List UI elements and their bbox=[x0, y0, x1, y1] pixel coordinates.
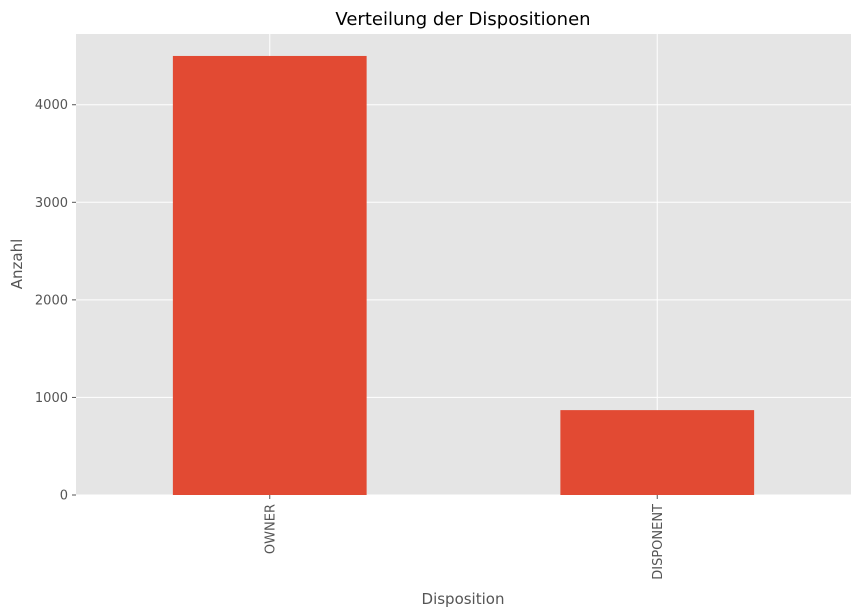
x-tick-label: OWNER bbox=[263, 504, 278, 554]
bar-disponent bbox=[560, 410, 755, 495]
y-tick-label: 3000 bbox=[35, 196, 68, 211]
bar-owner bbox=[172, 55, 367, 495]
y-tick-label: 0 bbox=[60, 489, 68, 504]
x-axis-ticks: OWNER DISPONENT bbox=[263, 495, 666, 580]
y-axis-ticks: 0 1000 2000 3000 4000 bbox=[35, 98, 76, 504]
y-axis-label: Anzahl bbox=[8, 239, 26, 290]
chart-title: Verteilung der Dispositionen bbox=[335, 9, 590, 30]
y-tick-label: 4000 bbox=[35, 98, 68, 113]
x-tick-label: DISPONENT bbox=[651, 504, 666, 580]
y-tick-label: 1000 bbox=[35, 391, 68, 406]
bars bbox=[172, 55, 755, 495]
y-tick-label: 2000 bbox=[35, 293, 68, 308]
x-axis-label: Disposition bbox=[422, 590, 505, 608]
